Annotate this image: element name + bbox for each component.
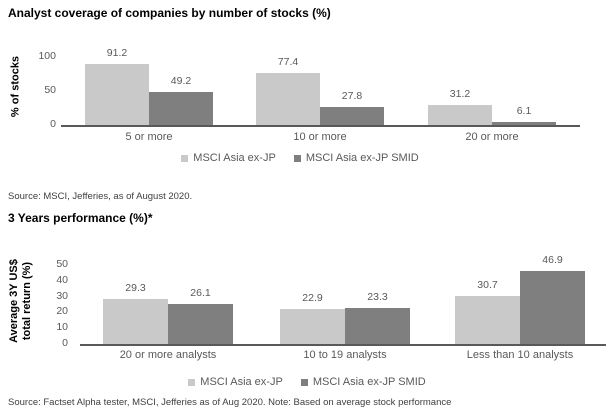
chart2-title: 3 Years performance (%)* xyxy=(8,211,153,225)
bar-series1-cat0 xyxy=(168,304,233,345)
source-note-top: Source: MSCI, Jefferies, as of August 20… xyxy=(8,191,193,202)
legend-item-series1: MSCI Asia ex-JP SMID xyxy=(293,152,419,164)
bar-value-label: 91.2 xyxy=(106,47,128,59)
chart1-title: Analyst coverage of companies by number … xyxy=(8,6,331,20)
legend-swatch-icon xyxy=(181,154,189,162)
bar-series1-cat1 xyxy=(345,308,410,345)
x-axis-line xyxy=(61,125,580,127)
y-tick-label: 20 xyxy=(56,305,68,317)
legend-swatch-icon xyxy=(300,378,308,386)
bar-value-label: 46.9 xyxy=(542,254,563,266)
y-tick-label: 50 xyxy=(44,84,56,96)
bar-value-label: 29.3 xyxy=(125,282,146,294)
legend-item-series0: MSCI Asia ex-JP xyxy=(181,152,276,164)
bar-series1-cat2 xyxy=(520,271,585,345)
category-label: 5 or more xyxy=(125,131,173,143)
bar-series1-cat2 xyxy=(492,122,556,126)
y-tick-label: 0 xyxy=(50,118,56,130)
bar-series0-cat0 xyxy=(103,299,168,345)
y-axis-label: Average 3Y US$ total return (%) xyxy=(8,259,33,343)
bar-value-label: 77.4 xyxy=(277,56,299,68)
bar-value-label: 6.1 xyxy=(516,105,532,117)
bar-series0-cat1 xyxy=(256,73,320,126)
legend-swatch-icon xyxy=(293,154,301,162)
legend-label: MSCI Asia ex-JP SMID xyxy=(305,152,419,164)
bar-value-label: 26.1 xyxy=(190,287,211,299)
legend-label: MSCI Asia ex-JP xyxy=(200,376,283,388)
y-tick-label: 10 xyxy=(56,321,68,333)
y-tick-label: 40 xyxy=(56,274,68,286)
legend-label: MSCI Asia ex-JP SMID xyxy=(312,376,426,388)
bar-series0-cat2 xyxy=(428,105,492,126)
chart-legend: MSCI Asia ex-JP MSCI Asia ex-JP SMID xyxy=(0,152,600,164)
category-label: 20 or more xyxy=(465,131,519,143)
bar-value-label: 30.7 xyxy=(477,279,498,291)
category-label: Less than 10 analysts xyxy=(466,349,574,361)
y-tick-label: 50 xyxy=(56,258,68,270)
legend-item-series1: MSCI Asia ex-JP SMID xyxy=(300,376,426,388)
x-axis-line xyxy=(80,344,606,346)
y-tick-label: 100 xyxy=(38,50,56,62)
legend-label: MSCI Asia ex-JP xyxy=(193,152,276,164)
bar-value-label: 27.8 xyxy=(341,90,363,102)
bar-series0-cat1 xyxy=(280,309,345,345)
category-label: 20 or more analysts xyxy=(119,349,217,361)
y-tick-label: 0 xyxy=(62,337,68,349)
y-tick-label: 30 xyxy=(56,290,68,302)
bar-value-label: 23.3 xyxy=(367,291,388,303)
bar-series1-cat0 xyxy=(149,92,213,126)
bar-series0-cat2 xyxy=(455,296,520,345)
bar-series1-cat1 xyxy=(320,107,384,126)
bar-series0-cat0 xyxy=(85,64,149,126)
bar-value-label: 22.9 xyxy=(302,292,323,304)
bar-value-label: 49.2 xyxy=(170,75,192,87)
source-note-bottom: Source: Factset Alpha tester, MSCI, Jeff… xyxy=(8,397,452,408)
legend-item-series0: MSCI Asia ex-JP xyxy=(188,376,283,388)
category-label: 10 or more xyxy=(293,131,347,143)
chart-legend: MSCI Asia ex-JP MSCI Asia ex-JP SMID xyxy=(0,376,614,388)
bar-value-label: 31.2 xyxy=(449,88,471,100)
legend-swatch-icon xyxy=(188,378,196,386)
category-label: 10 to 19 analysts xyxy=(303,349,387,361)
